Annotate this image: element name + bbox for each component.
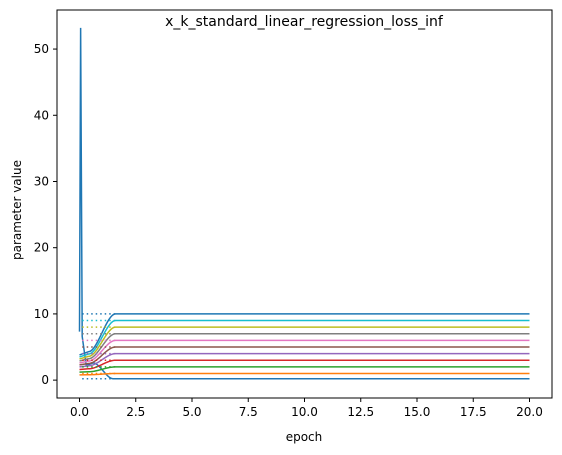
plot-lines (80, 28, 530, 379)
x-tick-label: 0.0 (70, 405, 89, 419)
series-line-2 (80, 367, 530, 372)
series-line-9 (80, 321, 530, 357)
y-tick-label: 0 (41, 373, 49, 387)
x-axis: 0.0 2.5 5.0 7.5 10.0 12.5 15.0 17.5 20.0 (70, 398, 543, 419)
x-tick-label: 10.0 (291, 405, 318, 419)
x-tick-label: 7.5 (239, 405, 258, 419)
y-axis: 0 10 20 30 40 50 (34, 42, 57, 387)
y-tick-label: 30 (34, 174, 49, 188)
x-tick-label: 2.5 (126, 405, 145, 419)
y-axis-label: parameter value (10, 160, 24, 260)
series-line-3 (80, 360, 530, 369)
series-line-5 (80, 347, 530, 365)
x-tick-label: 12.5 (347, 405, 374, 419)
y-tick-label: 40 (34, 108, 49, 122)
y-tick-label: 50 (34, 42, 49, 56)
x-tick-label: 17.5 (460, 405, 487, 419)
series-line-1 (80, 374, 530, 375)
x-tick-label: 20.0 (516, 405, 543, 419)
series-line-0 (80, 28, 530, 379)
chart-title: x_k_standard_linear_regression_loss_inf (165, 14, 444, 30)
x-axis-label: epoch (286, 430, 323, 444)
x-tick-label: 15.0 (404, 405, 431, 419)
y-tick-label: 10 (34, 307, 49, 321)
x-tick-label: 5.0 (182, 405, 201, 419)
y-tick-label: 20 (34, 241, 49, 255)
